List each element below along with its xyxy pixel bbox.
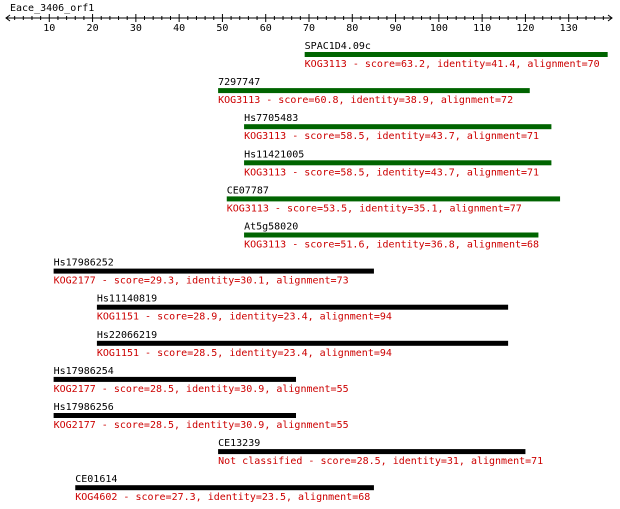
- hit-description: KOG3113 - score=53.5, identity=35.1, ali…: [227, 203, 522, 214]
- hit-alignment-bar[interactable]: [244, 160, 552, 166]
- hit-name[interactable]: CE07787: [227, 185, 269, 196]
- hit-description: KOG3113 - score=51.6, identity=36.8, ali…: [244, 240, 539, 251]
- hit-description: KOG2177 - score=28.5, identity=30.9, ali…: [54, 420, 349, 431]
- axis-tick-label: 130: [560, 23, 578, 34]
- hit-name[interactable]: At5g58020: [244, 222, 298, 233]
- axis-tick-label: 110: [473, 23, 491, 34]
- hit-name[interactable]: Hs17986256: [54, 402, 114, 413]
- hit-description: KOG1151 - score=28.5, identity=23.4, ali…: [97, 348, 392, 359]
- query-title: Eace_3406_orf1: [10, 3, 94, 14]
- hit-name[interactable]: SPAC1D4.09c: [305, 41, 371, 52]
- axis-minor-ticks: [14, 16, 604, 20]
- hit-row[interactable]: Hs17986252 KOG2177 - score=29.3, identity…: [53, 258, 374, 287]
- axis-major-ticks: 10 20 30 40 50 60 70 80 90 100 110 120 130: [43, 14, 578, 34]
- hit-name[interactable]: Hs22066219: [97, 330, 157, 341]
- axis-tick-label: 60: [260, 23, 272, 34]
- hit-row[interactable]: Hs17986254 KOG2177 - score=28.5, identity…: [53, 366, 349, 395]
- hit-description: KOG4602 - score=27.3, identity=23.5, ali…: [75, 492, 370, 503]
- hit-description: KOG3113 - score=58.5, identity=43.7, ali…: [244, 131, 539, 142]
- axis-tick-label: 120: [516, 23, 534, 34]
- axis-tick-label: 20: [87, 23, 99, 34]
- hit-description: KOG3113 - score=58.5, identity=43.7, ali…: [244, 167, 539, 178]
- axis-tick-label: 70: [303, 23, 315, 34]
- hit-description: KOG2177 - score=29.3, identity=30.1, ali…: [54, 276, 349, 287]
- hit-alignment-bar[interactable]: [75, 485, 374, 491]
- hit-alignment-bar[interactable]: [218, 88, 530, 94]
- hit-name[interactable]: Hs11421005: [244, 149, 304, 160]
- axis-arrow-right-icon: [607, 14, 613, 22]
- hit-alignment-bar[interactable]: [304, 52, 608, 57]
- hit-row[interactable]: CE07787 KOG3113 - score=53.5, identity=35…: [226, 185, 561, 214]
- hit-name[interactable]: 7297747: [218, 77, 260, 88]
- axis-arrow-left-icon: [5, 14, 11, 22]
- hit-row[interactable]: Hs11140819 KOG1151 - score=28.9, identity…: [96, 294, 509, 323]
- hit-name[interactable]: Hs17986254: [54, 366, 114, 377]
- hit-row[interactable]: CE13239 Not classified - score=28.5, iden…: [218, 438, 543, 467]
- hit-description: KOG3113 - score=60.8, identity=38.9, ali…: [218, 95, 513, 106]
- hit-description: KOG1151 - score=28.9, identity=23.4, ali…: [97, 312, 392, 323]
- query-axis: 10 20 30 40 50 60 70 80 90 100 110 120 130: [5, 14, 613, 34]
- hit-description: KOG2177 - score=28.5, identity=30.9, ali…: [54, 384, 349, 395]
- hit-description: Not classified - score=28.5, identity=31…: [218, 456, 543, 467]
- hit-name[interactable]: Hs11140819: [97, 294, 157, 305]
- hit-name[interactable]: Hs7705483: [244, 113, 298, 124]
- axis-tick-label: 10: [43, 23, 55, 34]
- hit-row[interactable]: SPAC1D4.09c KOG3113 - score=63.2, identit…: [304, 41, 608, 70]
- hit-row[interactable]: Hs22066219 KOG1151 - score=28.5, identity…: [96, 330, 509, 359]
- axis-tick-label: 90: [390, 23, 402, 34]
- axis-tick-label: 100: [430, 23, 448, 34]
- hit-row[interactable]: 7297747 KOG3113 - score=60.8, identity=38…: [218, 77, 530, 106]
- hit-name[interactable]: CE13239: [218, 438, 260, 449]
- hit-alignment-bar[interactable]: [96, 340, 509, 346]
- hit-alignment-bar[interactable]: [218, 449, 526, 455]
- hit-description: KOG3113 - score=63.2, identity=41.4, ali…: [305, 59, 600, 70]
- hit-list: SPAC1D4.09c KOG3113 - score=63.2, identit…: [53, 41, 608, 503]
- hit-row[interactable]: At5g58020 KOG3113 - score=51.6, identity=…: [244, 222, 539, 251]
- hit-alignment-bar[interactable]: [244, 232, 539, 238]
- hit-alignment-bar[interactable]: [226, 196, 561, 202]
- hit-name[interactable]: CE01614: [75, 474, 117, 485]
- hit-alignment-bar[interactable]: [53, 376, 297, 382]
- axis-tick-label: 50: [216, 23, 228, 34]
- axis-tick-label: 30: [130, 23, 142, 34]
- hit-row[interactable]: Hs11421005 KOG3113 - score=58.5, identity…: [244, 149, 552, 178]
- hit-alignment-bar[interactable]: [53, 268, 374, 274]
- hit-row[interactable]: Hs7705483 KOG3113 - score=58.5, identity=…: [244, 113, 552, 142]
- axis-tick-label: 40: [173, 23, 185, 34]
- hit-alignment-bar[interactable]: [244, 124, 552, 130]
- hit-row[interactable]: CE01614 KOG4602 - score=27.3, identity=23…: [75, 474, 374, 503]
- hit-alignment-bar[interactable]: [53, 413, 297, 418]
- axis-tick-label: 80: [346, 23, 358, 34]
- hit-name[interactable]: Hs17986252: [54, 258, 114, 269]
- hit-alignment-bar[interactable]: [96, 304, 509, 310]
- hit-row[interactable]: Hs17986256 KOG2177 - score=28.5, identity…: [53, 402, 349, 431]
